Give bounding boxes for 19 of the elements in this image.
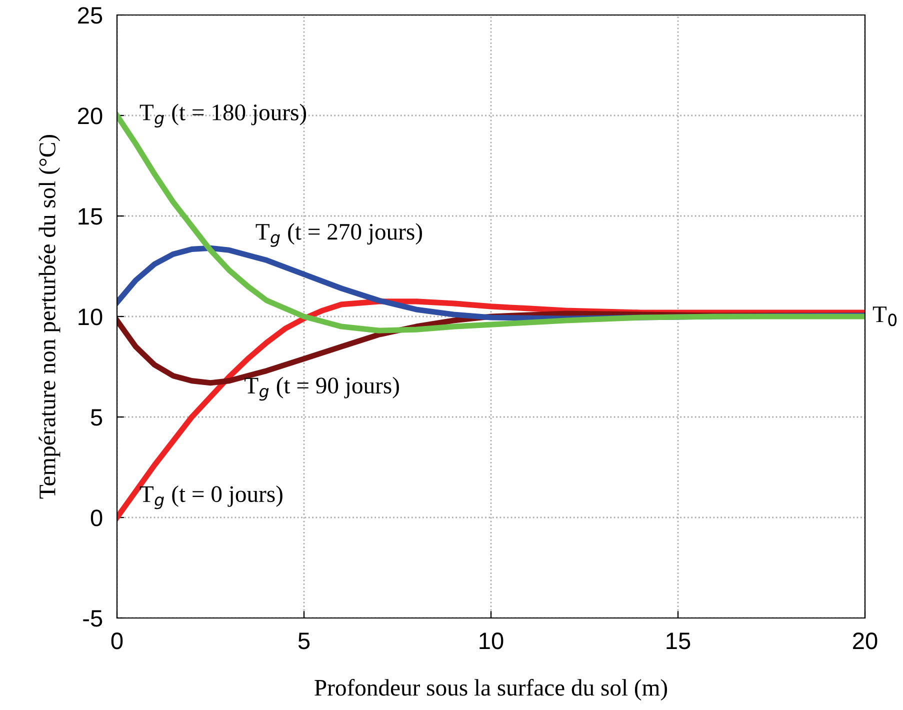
y-tick-label: -5 bbox=[83, 610, 102, 627]
y-tick-label: 10 bbox=[78, 308, 102, 326]
series-label: T$_{g}$ (t = 180 jours) bbox=[140, 104, 306, 128]
y-tick-label: 15 bbox=[78, 208, 102, 225]
y-tick-label: 0 bbox=[90, 510, 102, 526]
series-label: T$_{g}$ (t = 90 jours) bbox=[244, 376, 399, 401]
x-tick-label: 0 bbox=[111, 632, 123, 650]
x-tick-label: 5 bbox=[298, 632, 310, 650]
text: T$_{0}$ bbox=[872, 306, 897, 326]
x-tick-label: 20 bbox=[853, 632, 878, 650]
x-tick-label: 10 bbox=[480, 632, 504, 650]
y-tick-label: 25 bbox=[78, 7, 102, 24]
series-label: T$_{g}$ (t = 0 jours) bbox=[140, 485, 282, 510]
y-tick-label: 5 bbox=[90, 409, 102, 426]
x-axis-title: Profondeur sous la surface du sol (m) bbox=[314, 678, 668, 701]
y-tick-label: 20 bbox=[78, 108, 102, 124]
x-tick-label: 15 bbox=[666, 632, 690, 650]
series-label: T$_{g}$ (t = 270 jours) bbox=[256, 223, 422, 247]
y-axis-title: Température non perturbée du sol (°C) bbox=[38, 134, 60, 499]
